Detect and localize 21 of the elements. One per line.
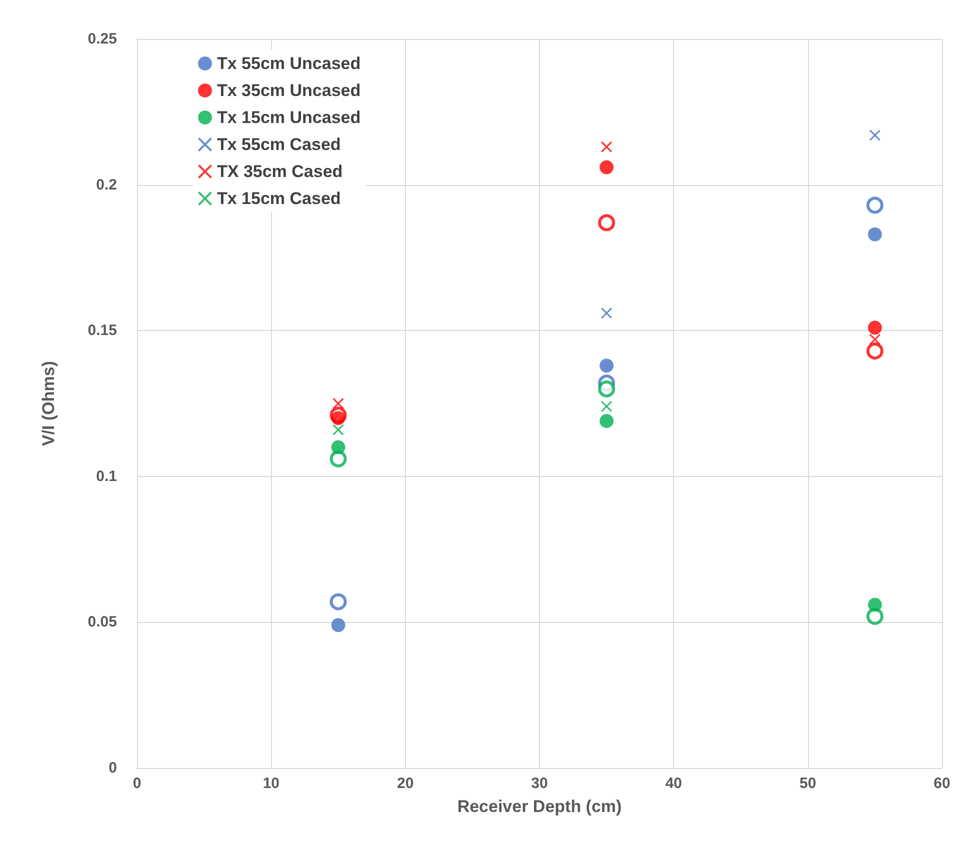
legend-label: Tx 35cm Uncased — [217, 81, 361, 100]
legend-label: Tx 15cm Cased — [217, 189, 341, 208]
legend-label: Tx 55cm Cased — [217, 135, 341, 154]
y-tick-label: 0.05 — [88, 614, 117, 631]
y-tick-label: 0.25 — [88, 30, 117, 48]
legend-label: TX 35cm Cased — [217, 162, 343, 181]
x-tick-label: 40 — [665, 775, 682, 792]
x-axis-title: Receiver Depth (cm) — [457, 797, 622, 816]
y-tick-label: 0.15 — [88, 322, 117, 340]
x-tick-label: 30 — [531, 775, 548, 792]
legend-label: Tx 15cm Uncased — [217, 108, 361, 127]
y-tick-label: 0.2 — [96, 176, 117, 194]
x-tick-label: 60 — [934, 775, 950, 792]
legend-label: Tx 55cm Uncased — [217, 54, 361, 73]
y-axis-title: V/I (Ohms) — [39, 360, 58, 446]
x-tick-label: 10 — [262, 775, 280, 792]
x-tick-label: 50 — [799, 775, 816, 792]
x-tick-label: 20 — [396, 775, 414, 792]
y-tick-label: 0.1 — [96, 468, 117, 485]
x-tick-label: 0 — [132, 775, 142, 792]
y-tick-label: 0 — [108, 760, 117, 776]
